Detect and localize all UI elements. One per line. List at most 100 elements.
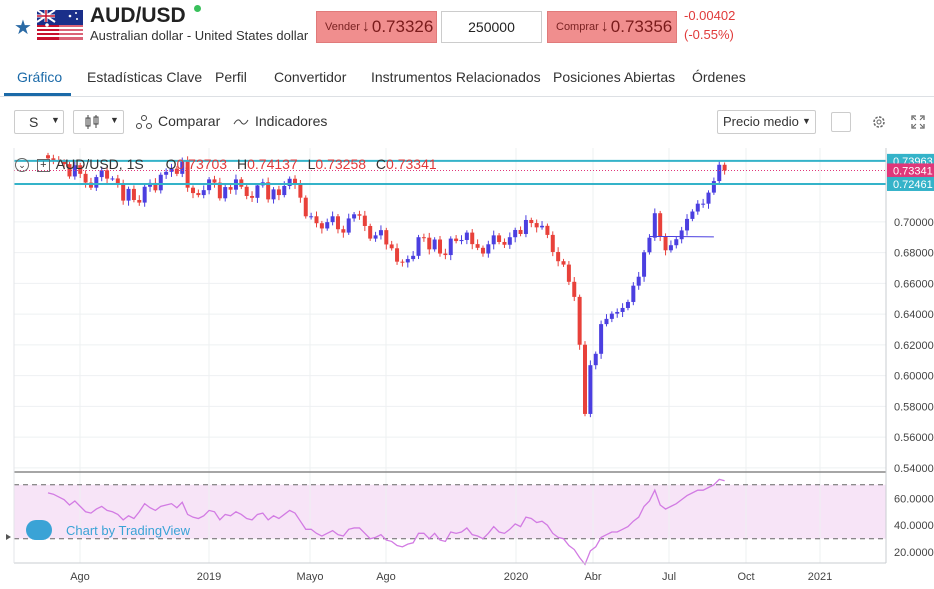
candle-body[interactable] [217,182,222,199]
tab-ordenes[interactable]: Órdenes [692,69,746,85]
candle-body[interactable] [432,239,437,250]
candle-body[interactable] [153,182,158,191]
candle-body[interactable] [668,245,673,251]
candle-body[interactable] [507,237,512,245]
candle-body[interactable] [427,237,432,250]
candle-body[interactable] [599,324,604,354]
price-pane[interactable] [14,148,886,471]
candle-body[interactable] [314,216,319,224]
candle-body[interactable] [287,178,292,186]
candle-body[interactable] [276,189,281,196]
candle-body[interactable] [658,213,663,237]
tab-posiciones[interactable]: Posiciones Abiertas [553,69,676,85]
gear-icon[interactable] [871,114,887,130]
candle-body[interactable] [566,264,571,282]
candle-body[interactable] [137,199,142,203]
candle-body[interactable] [115,178,120,185]
tab-estadisticas[interactable]: Estadísticas Clave [87,69,203,85]
chart-type-select[interactable]: ▼ [73,110,124,134]
candle-body[interactable] [88,182,93,188]
compare-button[interactable]: Comparar [135,110,225,134]
fullscreen-icon[interactable] [911,115,925,129]
candle-body[interactable] [282,185,287,196]
tab-perfil[interactable]: Perfil [215,69,247,85]
candle-body[interactable] [448,238,453,256]
candle-body[interactable] [362,215,367,226]
candle-body[interactable] [303,197,308,217]
tab-grafico[interactable]: Gráfico [17,69,63,85]
interval-select[interactable]: S ▼ [14,110,64,134]
candle-body[interactable] [346,218,351,233]
candle-body[interactable] [164,171,169,175]
candle-body[interactable] [378,230,383,236]
tab-instrumentos[interactable]: Instrumentos Relacionados [371,69,541,85]
candle-body[interactable] [545,225,550,235]
candle-body[interactable] [185,161,190,188]
candle-body[interactable] [685,218,690,231]
buy-button[interactable]: Comprar ↓ 0.73356 [547,11,677,43]
pane-handle-icon[interactable] [6,534,11,540]
candle-body[interactable] [94,177,99,188]
candle-body[interactable] [62,161,67,165]
candle-body[interactable] [583,344,587,414]
candle-body[interactable] [266,182,271,200]
candle-body[interactable] [491,235,496,245]
candle-body[interactable] [464,232,469,240]
candle-body[interactable] [83,173,88,183]
candle-body[interactable] [421,237,426,239]
candle-body[interactable] [523,219,528,234]
candle-body[interactable] [534,223,539,228]
candle-body[interactable] [400,261,405,263]
candle-body[interactable] [604,318,609,325]
price-mode-select[interactable]: Precio medio ▼ [717,110,816,134]
candle-body[interactable] [701,203,706,205]
candle-body[interactable] [110,178,115,180]
candle-body[interactable] [395,248,400,262]
candle-body[interactable] [131,188,136,200]
candle-body[interactable] [105,170,110,179]
candle-body[interactable] [250,195,255,198]
candle-body[interactable] [502,241,507,245]
candle-body[interactable] [711,181,716,193]
candle-body[interactable] [405,259,410,263]
candle-body[interactable] [244,186,249,196]
candle-body[interactable] [593,353,598,366]
candle-body[interactable] [561,261,566,265]
candle-body[interactable] [293,178,298,185]
candle-body[interactable] [325,222,330,229]
candle-body[interactable] [335,216,340,230]
candle-body[interactable] [529,219,534,224]
candle-body[interactable] [572,281,577,297]
tab-convertidor[interactable]: Convertidor [274,69,347,85]
checkbox[interactable] [831,112,851,132]
candle-body[interactable] [722,164,727,171]
candle-body[interactable] [717,164,722,182]
candle-body[interactable] [357,214,362,216]
candle-body[interactable] [121,184,126,201]
candle-body[interactable] [438,239,443,254]
candle-body[interactable] [174,168,179,174]
candle-body[interactable] [620,307,625,312]
candle-body[interactable] [99,170,104,178]
candle-body[interactable] [169,168,174,172]
candle-body[interactable] [158,174,163,191]
candle-body[interactable] [556,251,561,262]
candle-body[interactable] [631,285,636,302]
candle-body[interactable] [330,216,335,223]
candle-body[interactable] [615,311,620,314]
candle-body[interactable] [480,247,485,254]
tradingview-watermark[interactable]: Chart by TradingView [26,520,190,540]
sell-button[interactable]: Vender ↓ 0.73326 [316,11,437,43]
candle-body[interactable] [142,186,147,203]
candle-body[interactable] [126,188,131,201]
candle-body[interactable] [228,187,233,190]
candle-body[interactable] [180,161,185,174]
candle-body[interactable] [674,239,679,246]
candle-body[interactable] [298,184,303,198]
candle-body[interactable] [384,230,389,245]
candle-body[interactable] [690,211,695,219]
candle-body[interactable] [341,229,346,233]
plus-box-icon[interactable]: + [36,159,50,172]
candle-body[interactable] [443,253,448,256]
candle-body[interactable] [78,165,83,174]
